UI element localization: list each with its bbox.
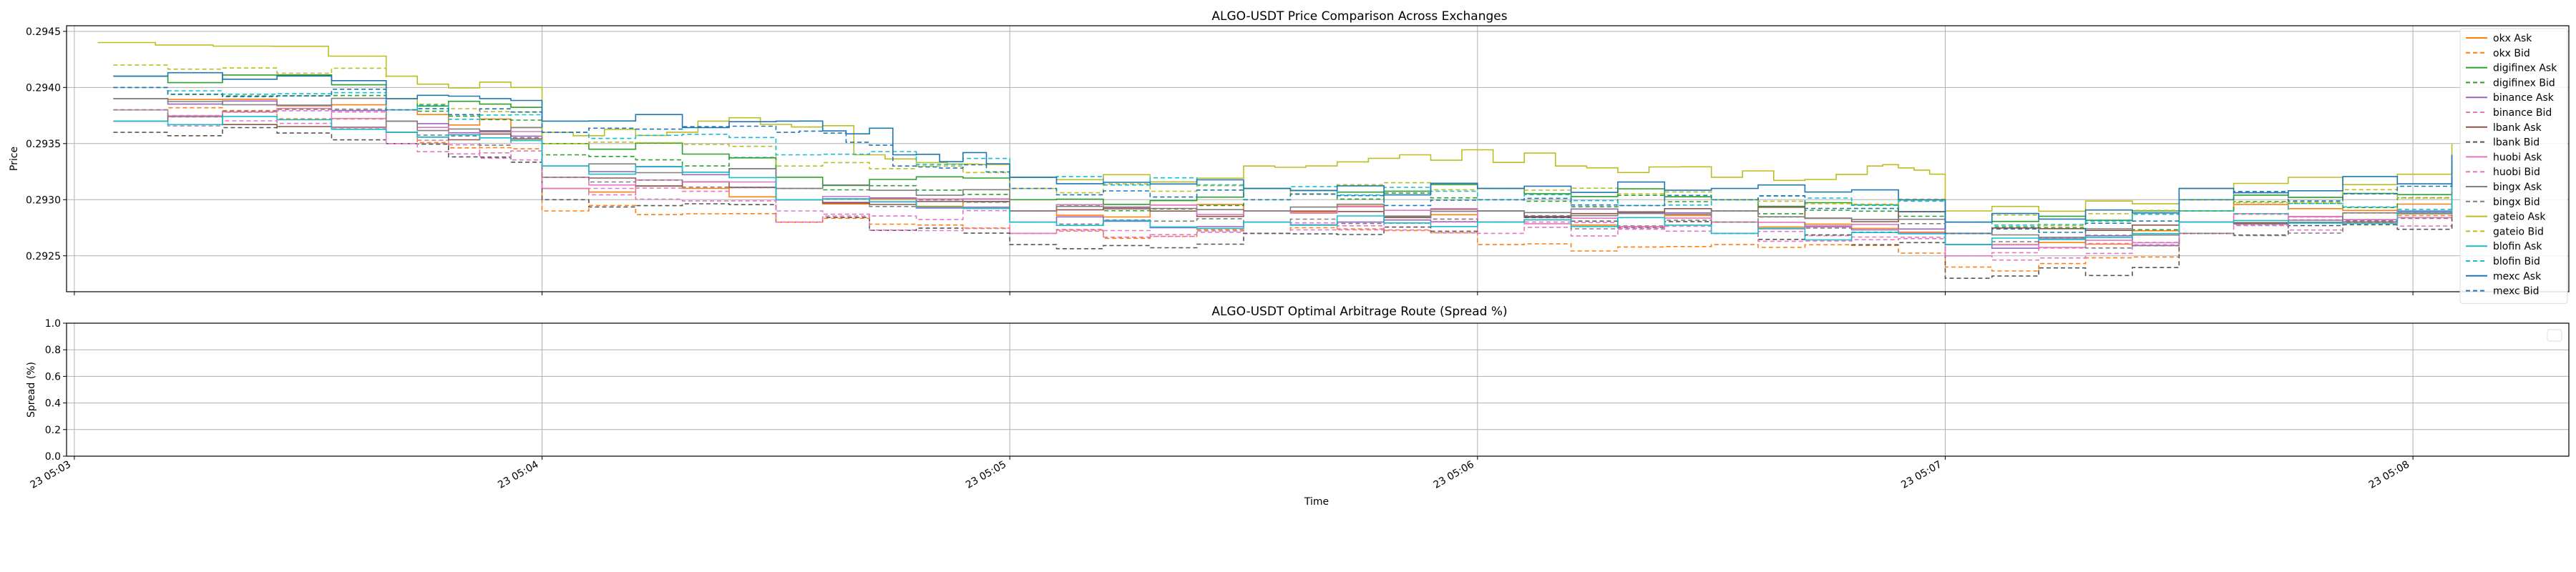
price-y-axis-label: Price — [9, 147, 20, 171]
legend-entry: binance Ask — [2493, 92, 2555, 104]
legend-entry: mexc Ask — [2493, 271, 2542, 282]
price-legend: okx Ask okx Bid digifinex Ask digifinex Bid… — [2459, 28, 2568, 304]
spread-x-tick-label: 23 05:04 — [496, 459, 540, 491]
legend-entry: digifinex Ask — [2493, 63, 2557, 74]
series-line — [113, 127, 2453, 279]
spread-y-tick-label: 0.0 — [45, 451, 61, 463]
spread-y-ticks: 0.0 0.2 0.4 0.6 0.8 1.0 — [45, 318, 67, 463]
spread-y-tick-label: 0.8 — [45, 345, 61, 356]
spread-y-tick-label: 0.2 — [45, 425, 61, 436]
spread-y-tick-label: 1.0 — [45, 318, 61, 330]
spread-x-tick-label: 23 05:06 — [1432, 459, 1476, 491]
series-line — [113, 72, 2453, 223]
legend-entry: huobi Bid — [2493, 167, 2540, 178]
legend-entry: okx Ask — [2493, 33, 2532, 44]
price-x-ticks — [74, 292, 2414, 295]
legend-entry: lbank Bid — [2493, 137, 2540, 149]
legend-entry: okx Bid — [2493, 48, 2530, 59]
spread-x-tick-label: 23 05:08 — [2367, 459, 2411, 491]
legend-entry: blofin Bid — [2493, 256, 2540, 267]
series-line — [113, 87, 2453, 226]
legend-entry: lbank Ask — [2493, 122, 2542, 134]
spread-x-tick-label: 23 05:05 — [964, 459, 1008, 491]
legend-entry: huobi Ask — [2493, 152, 2542, 163]
spread-gridlines — [67, 322, 2569, 457]
series-line — [97, 41, 2453, 212]
series-line — [113, 87, 2453, 236]
legend-entry: mexc Bid — [2493, 286, 2540, 297]
legend-entry: gateio Ask — [2493, 212, 2546, 223]
spread-axes-frame — [66, 322, 2570, 457]
price-series-lines — [97, 41, 2453, 279]
series-line — [113, 87, 2453, 235]
spread-x-tick-label: 23 05:03 — [29, 459, 73, 491]
spread-x-axis-label: Time — [1304, 496, 1329, 508]
spread-y-tick-label: 0.4 — [45, 398, 61, 410]
legend-entry: bingx Bid — [2493, 197, 2540, 208]
series-line — [113, 116, 2453, 245]
price-y-tick-label: 0.2945 — [26, 26, 61, 38]
legend-entry: bingx Ask — [2493, 182, 2542, 193]
price-y-tick-label: 0.2935 — [26, 139, 61, 150]
spread-chart-title: ALGO-USDT Optimal Arbitrage Route (Sprea… — [1211, 305, 1507, 319]
series-line — [113, 108, 2453, 249]
legend-entry: gateio Bid — [2493, 226, 2544, 237]
series-line — [113, 97, 2453, 238]
spread-legend-box — [2547, 329, 2562, 342]
legend-entry: binance Bid — [2493, 107, 2552, 119]
spread-x-tick-label: 23 05:07 — [1899, 459, 1943, 491]
price-axes-frame — [66, 25, 2570, 292]
price-y-tick-label: 0.2930 — [26, 194, 61, 206]
legend-entry: digifinex Bid — [2493, 77, 2555, 89]
spread-y-axis-label: Spread (%) — [26, 362, 37, 418]
spread-y-tick-label: 0.6 — [45, 371, 61, 383]
spread-x-ticks: 23 05:03 23 05:04 23 05:05 23 05:06 23 05:07… — [29, 456, 2414, 491]
price-comparison-panel: ALGO-USDT Price Comparison Across Exchan… — [9, 9, 2570, 304]
price-y-tick-label: 0.2925 — [26, 251, 61, 262]
spread-panel: ALGO-USDT Optimal Arbitrage Route (Sprea… — [26, 305, 2570, 508]
price-y-tick-label: 0.2940 — [26, 82, 61, 94]
series-line — [113, 98, 2453, 249]
price-y-ticks: 0.2925 0.2930 0.2935 0.2940 0.2945 — [26, 26, 67, 262]
price-chart-title: ALGO-USDT Price Comparison Across Exchan… — [1211, 9, 1507, 24]
price-gridlines — [67, 26, 2569, 292]
legend-entry: blofin Ask — [2493, 241, 2542, 252]
